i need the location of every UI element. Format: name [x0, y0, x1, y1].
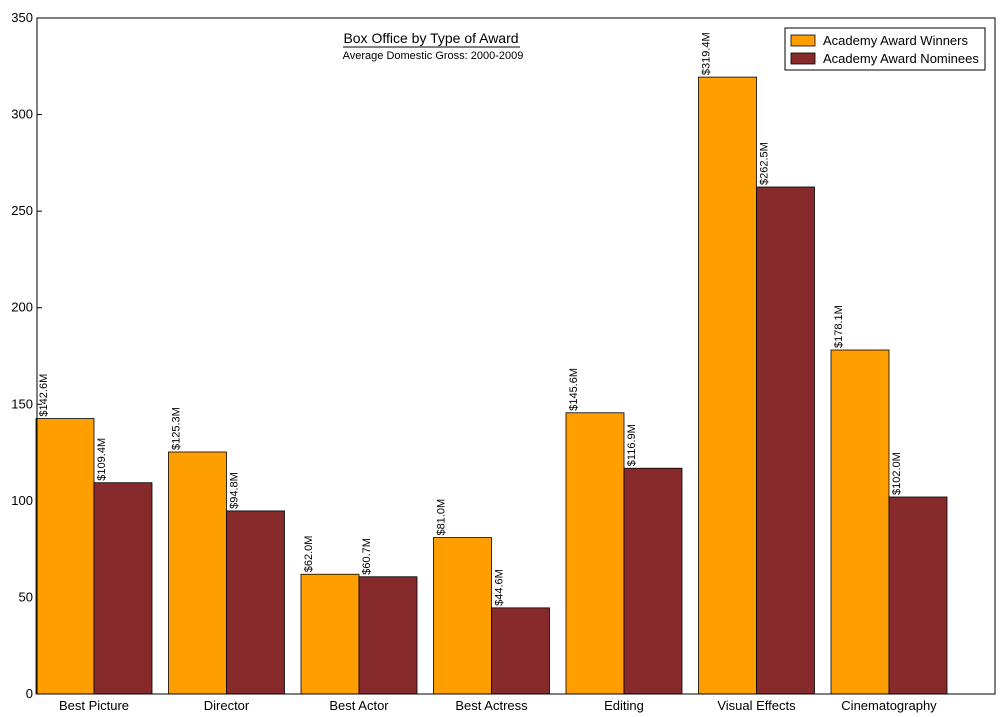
- chart-title: Box Office by Type of Award: [343, 30, 518, 46]
- bar-value-label: $262.5M: [759, 142, 771, 185]
- legend-swatch-nominees: [790, 52, 816, 65]
- category-label: Editing: [604, 698, 644, 713]
- bar-value-label: $145.6M: [568, 368, 580, 411]
- plot-frame: [36, 17, 996, 695]
- y-tick-label: 50: [19, 589, 33, 604]
- bar-winners: [168, 451, 227, 695]
- category-label: Best Actor: [329, 698, 389, 713]
- bar-nominees: [888, 496, 948, 695]
- legend-swatch-winners: [790, 34, 816, 47]
- bar-nominees: [93, 482, 153, 695]
- bar-winners: [830, 349, 890, 695]
- bar-winners: [433, 537, 492, 695]
- y-tick-label: 150: [11, 396, 33, 411]
- y-tick-label: 350: [11, 10, 33, 25]
- category-label: Director: [204, 698, 250, 713]
- bar-winners: [565, 412, 625, 695]
- bar-nominees: [226, 510, 285, 695]
- bar-value-label: $116.9M: [626, 424, 638, 466]
- chart-subtitle: Average Domestic Gross: 2000-2009: [343, 50, 524, 62]
- bar-nominees: [756, 186, 815, 695]
- category-label: Visual Effects: [717, 698, 796, 713]
- bar-value-label: $319.4M: [701, 32, 713, 75]
- bar-value-label: $94.8M: [229, 472, 241, 509]
- bar-value-label: $142.6M: [38, 374, 50, 417]
- y-tick-label: 200: [11, 300, 33, 315]
- bar-winners: [300, 573, 360, 695]
- bar-value-label: $109.4M: [96, 438, 108, 481]
- y-tick-label: 300: [11, 107, 33, 122]
- bar-winners: [698, 76, 757, 695]
- category-label: Best Picture: [59, 698, 129, 713]
- category-labels: Best Picture Director Best Actor Best Actre…: [59, 698, 937, 713]
- bar-nominees: [623, 467, 683, 695]
- y-tick-label: 250: [11, 203, 33, 218]
- bar-winners: [35, 418, 95, 695]
- y-tick-label: 0: [26, 686, 33, 701]
- bar-value-label: $102.0M: [891, 452, 903, 495]
- legend-label-winners: Academy Award Winners: [823, 33, 968, 48]
- bar-value-label: $60.7M: [361, 538, 373, 575]
- category-label: Best Actress: [455, 698, 528, 713]
- bar-value-label: $81.0M: [436, 499, 448, 536]
- bar-nominees: [358, 576, 418, 695]
- y-axis: 0 50 100 150 200 250 300 350: [11, 10, 42, 701]
- bar-groups: $142.6M $109.4M $125.3M $94.8M $62.0M $60.7M $…: [35, 32, 948, 695]
- legend-label-nominees: Academy Award Nominees: [823, 51, 979, 66]
- bar-value-label: $125.3M: [171, 407, 183, 450]
- bar-value-label: $44.6M: [494, 569, 506, 606]
- bar-value-label: $178.1M: [833, 305, 845, 348]
- y-tick-label: 100: [11, 493, 33, 508]
- category-label: Cinematography: [841, 698, 937, 713]
- legend-box: [784, 27, 986, 71]
- legend: Academy Award Winners Academy Award Nomi…: [784, 27, 986, 71]
- bar-value-label: $62.0M: [303, 536, 315, 573]
- bar-nominees: [491, 607, 550, 695]
